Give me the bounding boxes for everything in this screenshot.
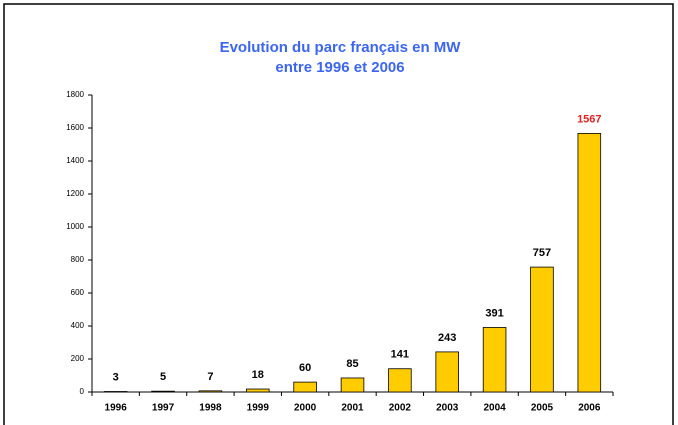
chart-title: entre 1996 et 2006: [275, 59, 404, 76]
bar: [530, 266, 554, 393]
y-tick-label: 0: [80, 387, 85, 396]
y-tick-label: 1800: [66, 90, 84, 99]
bar: [577, 133, 602, 393]
value-label: 141: [391, 349, 409, 361]
x-tick-label: 2004: [483, 403, 506, 414]
x-tick-label: 1998: [199, 403, 222, 414]
bar: [151, 390, 175, 393]
y-tick-label: 800: [71, 255, 85, 264]
value-label: 18: [252, 369, 264, 381]
x-tick-label: 2002: [389, 403, 412, 414]
value-label: 85: [346, 358, 358, 370]
x-tick-label: 1996: [105, 403, 128, 414]
bar: [293, 381, 317, 393]
value-label: 1567: [577, 113, 601, 125]
y-tick-label: 1400: [66, 156, 84, 165]
bar: [388, 368, 412, 393]
bar: [198, 390, 223, 393]
y-tick-label: 1600: [66, 123, 84, 132]
bar: [435, 351, 459, 393]
frame: [3, 3, 674, 425]
value-label: 5: [160, 371, 166, 383]
x-tick-label: 2006: [578, 403, 601, 414]
x-tick-label: 2005: [531, 403, 554, 414]
x-tick-label: 2000: [294, 403, 317, 414]
bar: [340, 377, 365, 393]
chart-title: Evolution du parc français en MW: [220, 39, 462, 56]
x-tick-label: 1997: [152, 403, 175, 414]
y-tick-label: 1000: [66, 222, 84, 231]
value-label: 7: [207, 371, 213, 383]
value-label: 243: [438, 332, 456, 344]
x-tick-label: 2003: [436, 403, 459, 414]
x-tick-label: 1999: [247, 403, 270, 414]
y-tick-label: 400: [71, 321, 85, 330]
y-tick-label: 200: [71, 354, 85, 363]
value-label: 757: [533, 247, 551, 259]
y-tick-label: 1200: [66, 189, 84, 198]
x-tick-label: 2001: [341, 403, 364, 414]
y-tick-label: 600: [71, 288, 85, 297]
value-label: 3: [113, 371, 119, 383]
value-label: 60: [299, 362, 311, 374]
bar: [482, 327, 507, 393]
bar: [246, 388, 270, 393]
value-label: 391: [485, 307, 503, 319]
